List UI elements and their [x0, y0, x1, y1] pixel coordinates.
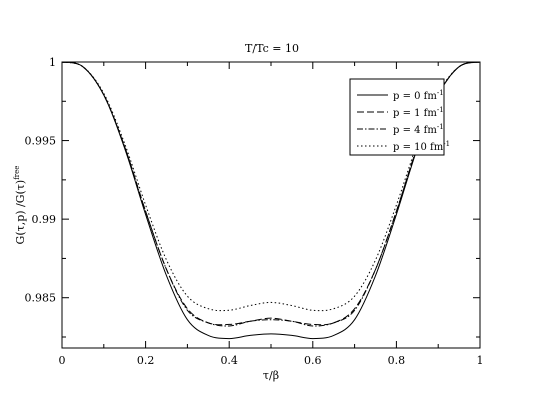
legend: p = 0 fm-1p = 1 fm-1p = 4 fm-1p = 10 fm-… [349, 78, 450, 156]
legend-label-sup: -1 [443, 140, 450, 148]
y-tick-label: 0.985 [25, 292, 57, 305]
legend-label-sup: -1 [437, 89, 444, 97]
x-tick-label: 0.4 [220, 354, 238, 367]
series-line-3 [61, 61, 481, 312]
legend-label-3: p = 10 fm-1 [393, 140, 450, 153]
x-axis-label: τ/β [263, 369, 279, 382]
y-axis-label-base: G(τ,p) /G(τ) [14, 180, 27, 245]
series-layer [61, 61, 481, 340]
legend-label-0: p = 0 fm-1 [393, 89, 444, 102]
series-line-1 [61, 61, 481, 326]
legend-label-2: p = 4 fm-1 [393, 123, 444, 136]
legend-label-sup: -1 [437, 123, 444, 131]
y-tick-label: 0.995 [25, 135, 57, 148]
y-tick-label: 0.99 [32, 213, 57, 226]
legend-box [349, 78, 445, 156]
y-axis-label: G(τ,p) /G(τ)free [13, 166, 27, 245]
y-axis-label-sup: free [13, 166, 21, 180]
series-line-0 [61, 61, 481, 340]
legend-label-text: p = 10 fm [393, 142, 444, 153]
legend-label-text: p = 0 fm [393, 91, 437, 102]
x-tick-label: 0.8 [388, 354, 406, 367]
x-axis: 0 0.2 0.4 0.6 0.8 1 [59, 62, 484, 367]
legend-label-text: p = 1 fm [393, 108, 437, 119]
legend-label-1: p = 1 fm-1 [393, 106, 444, 119]
x-tick-label: 0.2 [137, 354, 155, 367]
legend-label-text: p = 4 fm [393, 125, 437, 136]
x-tick-label: 1 [477, 354, 484, 367]
y-tick-label: 1 [49, 56, 56, 69]
x-tick-label: 0.6 [304, 354, 322, 367]
y-axis: 0.985 0.99 0.995 1 [25, 56, 480, 338]
legend-label-sup: -1 [437, 106, 444, 114]
series-line-2 [61, 61, 481, 327]
x-tick-label: 0 [59, 354, 66, 367]
chart-title: T/Tc = 10 [245, 42, 299, 55]
